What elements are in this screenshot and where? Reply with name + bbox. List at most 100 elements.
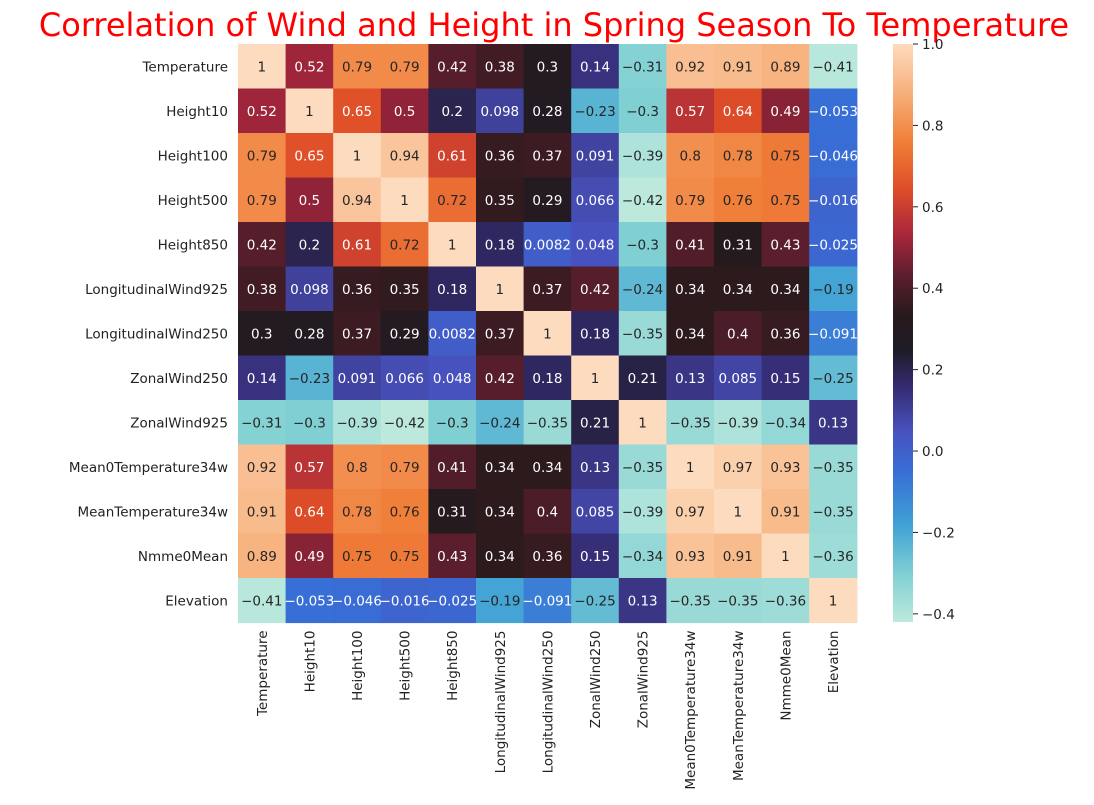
heatmap-cell	[238, 578, 287, 624]
heatmap-cell	[761, 222, 810, 268]
heatmap-cell	[809, 177, 858, 223]
y-tick-label: LongitudinalWind250	[85, 326, 228, 342]
heatmap-cell	[618, 266, 667, 312]
cell-value-label: 0.34	[675, 282, 705, 298]
colorbar-tick-label: 0.2	[922, 363, 943, 379]
heatmap-cell	[428, 311, 477, 357]
cell-value-label: 0.91	[247, 504, 277, 520]
heatmap-cell	[666, 311, 715, 357]
cell-value-label: 0.64	[723, 104, 753, 120]
heatmap-cell	[380, 355, 429, 401]
cell-value-label: 0.37	[532, 282, 562, 298]
heatmap-cell	[238, 177, 287, 223]
heatmap-cell	[523, 177, 572, 223]
heatmap-cell	[285, 400, 334, 446]
heatmap-cell	[380, 400, 429, 446]
heatmap-cells: 1 0.52 0.79 0.79 0.42 0.38 0.3 0.14 −0.31 0.92 0.9…	[238, 44, 858, 624]
heatmap-cell	[428, 177, 477, 223]
cell-value-label: 0.92	[247, 460, 277, 476]
heatmap-cell	[761, 177, 810, 223]
cell-value-label: 0.34	[770, 282, 800, 298]
heatmap-cell	[523, 266, 572, 312]
heatmap-cell	[285, 222, 334, 268]
cell-value-label: 1	[734, 504, 743, 520]
cell-value-label: 0.37	[485, 326, 515, 342]
cell-value-label: −0.19	[812, 282, 853, 298]
cell-value-label: −0.3	[626, 104, 659, 120]
heatmap-cell	[666, 266, 715, 312]
x-tick-label: MeanTemperature34w	[731, 631, 747, 782]
heatmap-cell	[428, 88, 477, 134]
cell-value-label: −0.42	[384, 415, 425, 431]
cell-value-label: −0.053	[284, 593, 334, 609]
heatmap-cell	[571, 533, 620, 579]
cell-value-label: 0.37	[532, 148, 562, 164]
colorbar-tick-label: −0.2	[922, 525, 955, 541]
heatmap-cell	[380, 444, 429, 490]
y-tick-label: MeanTemperature34w	[77, 504, 228, 520]
cell-value-label: 0.93	[675, 549, 705, 565]
heatmap-cell	[761, 578, 810, 624]
cell-value-label: 0.41	[675, 237, 705, 253]
heatmap-cell	[428, 44, 477, 90]
cell-value-label: 0.4	[727, 326, 748, 342]
heatmap-cell	[618, 177, 667, 223]
cell-value-label: 0.61	[437, 148, 467, 164]
cell-value-label: 1	[686, 460, 695, 476]
heatmap-cell	[666, 444, 715, 490]
cell-value-label: 0.31	[723, 237, 753, 253]
heatmap-cell	[666, 133, 715, 179]
cell-value-label: −0.39	[622, 148, 663, 164]
heatmap-cell	[428, 578, 477, 624]
heatmap-cell	[238, 88, 287, 134]
heatmap-cell	[285, 44, 334, 90]
chart-title: Correlation of Wind and Height in Spring…	[39, 6, 1069, 44]
heatmap-cell	[380, 222, 429, 268]
cell-value-label: 0.098	[480, 104, 519, 120]
heatmap-cell	[666, 177, 715, 223]
heatmap-cell	[380, 133, 429, 179]
heatmap-cell	[523, 222, 572, 268]
cell-value-label: −0.34	[765, 415, 806, 431]
heatmap-cell	[476, 311, 525, 357]
y-tick-label: LongitudinalWind925	[85, 282, 228, 298]
heatmap-cell	[428, 489, 477, 535]
heatmap-cell	[476, 88, 525, 134]
cell-value-label: −0.23	[574, 104, 615, 120]
cell-value-label: 1	[400, 193, 409, 209]
heatmap-cell	[809, 88, 858, 134]
heatmap-cell	[285, 533, 334, 579]
heatmap-cell	[571, 355, 620, 401]
cell-value-label: 0.2	[441, 104, 462, 120]
cell-value-label: −0.31	[241, 415, 282, 431]
cell-value-label: 0.21	[628, 371, 658, 387]
heatmap-cell	[333, 533, 382, 579]
heatmap-cell	[809, 578, 858, 624]
cell-value-label: 1	[448, 237, 457, 253]
heatmap-cell	[666, 400, 715, 446]
heatmap-cell	[238, 400, 287, 446]
heatmap-cell	[476, 177, 525, 223]
cell-value-label: 0.28	[532, 104, 562, 120]
heatmap-cell	[618, 400, 667, 446]
heatmap-cell	[333, 177, 382, 223]
cell-value-label: −0.39	[336, 415, 377, 431]
heatmap-cell	[523, 444, 572, 490]
y-tick-label: ZonalWind925	[130, 415, 228, 431]
cell-value-label: 0.42	[580, 282, 610, 298]
heatmap-cell	[333, 133, 382, 179]
heatmap-cell	[571, 88, 620, 134]
x-tick-label: LongitudinalWind250	[540, 631, 556, 774]
x-tick-label: Height500	[398, 631, 414, 701]
cell-value-label: 0.34	[532, 460, 562, 476]
heatmap-cell	[618, 133, 667, 179]
heatmap-cell	[666, 44, 715, 90]
cell-value-label: −0.3	[626, 237, 659, 253]
cell-value-label: 0.76	[390, 504, 420, 520]
heatmap-cell	[571, 444, 620, 490]
cell-value-label: 0.066	[385, 371, 424, 387]
cell-value-label: −0.35	[622, 326, 663, 342]
x-tick-label: Nmme0Mean	[778, 631, 794, 721]
cell-value-label: −0.016	[808, 193, 858, 209]
